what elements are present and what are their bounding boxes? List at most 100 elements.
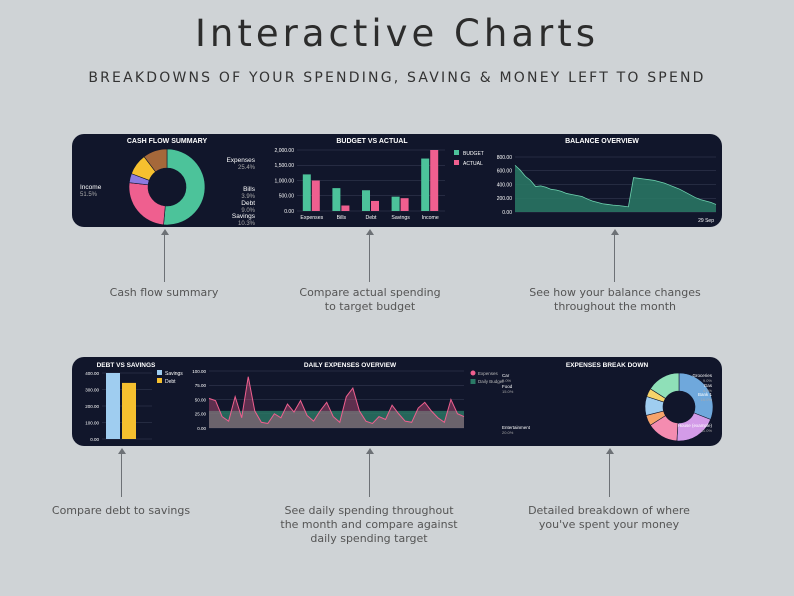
cash-flow-slice-4[interactable] — [143, 148, 168, 173]
daily-expenses-chart[interactable]: 0.00 25.00 50.00 75.00 100.00 — [192, 369, 465, 431]
arrow-breakdown — [605, 448, 614, 454]
budget-bar-actual-3[interactable] — [400, 198, 409, 211]
savings-pct: 10.3% — [238, 221, 256, 227]
entertainment-pct: 20.0% — [502, 430, 514, 435]
daily-title: DAILY EXPENSES OVERVIEW — [304, 362, 397, 369]
budget-bar-actual-2[interactable] — [371, 200, 379, 211]
food-label: Food — [502, 384, 513, 389]
budget-ytick-0: 0.00 — [284, 209, 294, 215]
bank-pct: 16.0% — [701, 397, 713, 402]
debt-savings-title: DEBT VS SAVINGS — [97, 362, 156, 369]
bank-label: Bank 1 — [698, 392, 713, 397]
legend-daily-budget-label: Daily Budget — [478, 379, 504, 384]
cash-flow-slice-0[interactable] — [163, 148, 206, 226]
budget-vs-actual-chart[interactable]: 0.00 500.00 1,000.00 1,500.00 2,000.00 Expens… — [275, 148, 445, 221]
cash-flow-slice-1[interactable] — [128, 182, 166, 226]
balance-overview-chart[interactable]: 0.00 200.00 400.00 600.00 800.00 29 Sep — [497, 155, 717, 224]
caption-debt-text: Compare debt to savings — [51, 504, 191, 517]
groceries-pct: 9.0% — [703, 378, 713, 383]
caption-balance: See how your balance changes throughout … — [505, 286, 725, 314]
caption-breakdown-line-1: Detailed breakdown of where — [528, 504, 690, 517]
daily-ytick-3: 75.00 — [195, 383, 207, 388]
line-debt — [121, 453, 122, 497]
legend-budget-swatch — [454, 150, 459, 155]
expenses-label: Expenses — [226, 157, 255, 164]
caption-breakdown-line-2: you've spent your money — [538, 518, 680, 531]
line-daily — [369, 453, 370, 497]
caption-cash-flow: Cash flow summary — [84, 286, 244, 300]
budget-xtick-0: Expenses — [300, 215, 323, 221]
expenses-breakdown-donut[interactable] — [644, 372, 714, 442]
legend-actual-swatch — [454, 160, 459, 165]
budget-xtick-3: Savings — [391, 215, 410, 221]
debt-savings-ytick-2: 200.00 — [85, 404, 99, 409]
daily-expenses-line — [208, 376, 465, 425]
daily-ytick-2: 50.00 — [195, 397, 207, 402]
caption-budget-line-1: Compare actual spending — [299, 286, 441, 299]
bottom-chart-panel: DEBT VS SAVINGS 0.00 100.00 200.00 300.00 40… — [72, 357, 722, 446]
car-pct: 5.0% — [502, 378, 512, 383]
budget-bar-budget-1[interactable] — [332, 188, 341, 211]
debt-savings-bar-savings[interactable] — [106, 373, 120, 439]
budget-xtick-1: Bills — [337, 215, 347, 221]
breakdown-title: EXPENSES BREAK DOWN — [566, 362, 649, 369]
house-pct: 31.0% — [701, 428, 713, 433]
caption-daily: See daily spending throughout the month … — [269, 504, 469, 546]
budget-bar-budget-4[interactable] — [421, 158, 430, 211]
legend-debt-label: Debt — [165, 379, 176, 385]
income-label: Income — [80, 184, 102, 191]
legend-expenses-swatch — [470, 370, 476, 376]
bills-label: Bills — [243, 186, 256, 193]
house-label: House (example) — [678, 423, 713, 428]
budget-bar-budget-2[interactable] — [362, 190, 370, 211]
caption-daily-line-1: See daily spending throughout — [284, 504, 454, 517]
daily-expenses-area — [209, 376, 464, 428]
page-subtitle: BREAKDOWNS OF YOUR SPENDING, SAVING & MO… — [88, 70, 706, 86]
budget-bar-budget-0[interactable] — [302, 174, 311, 211]
budget-bar-actual-0[interactable] — [311, 180, 320, 212]
balance-xtick-last: 29 Sep — [698, 218, 714, 224]
caption-budget: Compare actual spending to target budget — [280, 286, 460, 314]
budget-bar-actual-1[interactable] — [341, 205, 350, 211]
debt-savings-ytick-3: 300.00 — [85, 387, 99, 392]
savings-label: Savings — [232, 213, 256, 220]
budget-ytick-1: 500.00 — [279, 194, 295, 200]
balance-ytick-2: 400.00 — [497, 182, 513, 188]
gas-label: Gas — [704, 383, 713, 388]
bottom-charts-svg: DEBT VS SAVINGS 0.00 100.00 200.00 300.00 40… — [85, 362, 714, 442]
debt-savings-ytick-4: 400.00 — [85, 371, 99, 376]
daily-ytick-4: 100.00 — [192, 369, 206, 374]
daily-ytick-0: 0.00 — [197, 426, 206, 431]
budget-bar-budget-3[interactable] — [391, 196, 400, 211]
caption-budget-line-2: to target budget — [324, 300, 416, 313]
caption-balance-line-2: throughout the month — [554, 300, 676, 313]
line-cash-flow — [164, 234, 165, 282]
budget-ytick-4: 2,000.00 — [275, 148, 295, 154]
line-budget — [369, 234, 370, 282]
legend-budget-label: BUDGET — [463, 151, 484, 157]
top-chart-panel: CASH FLOW SUMMARY Income 51.5% Expenses … — [72, 134, 722, 227]
debt-savings-bar-debt[interactable] — [122, 382, 136, 439]
legend-savings-swatch — [157, 370, 162, 375]
food-pct: 15.0% — [502, 389, 514, 394]
line-balance — [614, 234, 615, 282]
balance-line — [514, 164, 717, 208]
breakdown-slice-6[interactable] — [649, 372, 680, 399]
caption-daily-line-3: daily spending target — [310, 532, 428, 545]
debt-vs-savings-chart[interactable]: 0.00 100.00 200.00 300.00 400.00 — [85, 371, 152, 442]
budget-xtick-4: Income — [422, 215, 439, 221]
budget-bar-actual-4[interactable] — [430, 150, 439, 211]
debt-label: Debt — [241, 200, 255, 207]
balance-ytick-0: 0.00 — [502, 210, 512, 216]
caption-breakdown: Detailed breakdown of where you've spent… — [509, 504, 709, 532]
cash-flow-donut[interactable] — [128, 148, 206, 226]
budget-xtick-2: Debt — [366, 215, 378, 221]
legend-debt-swatch — [157, 378, 162, 383]
arrow-budget — [365, 229, 374, 235]
arrow-daily — [365, 448, 374, 454]
arrow-debt — [117, 448, 126, 454]
balance-title: BALANCE OVERVIEW — [565, 138, 639, 145]
balance-ytick-3: 600.00 — [497, 169, 513, 175]
daily-ytick-1: 25.00 — [195, 412, 207, 417]
arrow-cash-flow — [160, 229, 169, 235]
